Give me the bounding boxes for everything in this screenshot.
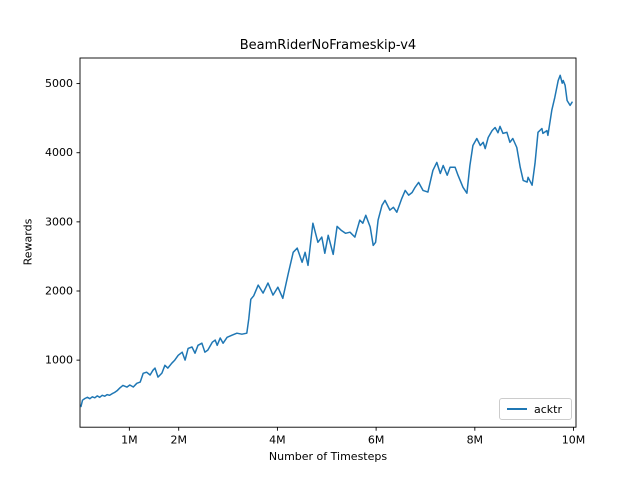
legend-line-swatch: [507, 408, 527, 410]
y-tick-label: 4000: [45, 146, 73, 159]
x-tick-label: 1M: [121, 434, 138, 447]
y-tick-label: 2000: [45, 285, 73, 298]
y-tick-label: 3000: [45, 215, 73, 228]
chart-title: BeamRiderNoFrameskip-v4: [239, 38, 417, 53]
acktr-line: [80, 74, 573, 408]
y-tick-label: 1000: [45, 354, 73, 367]
legend: acktr: [499, 398, 572, 420]
x-tick-label: 6M: [368, 434, 385, 447]
x-axis-label: Number of Timesteps: [268, 450, 388, 463]
y-axis-label: Rewards: [21, 218, 35, 266]
x-tick-label: 8M: [467, 434, 484, 447]
x-tick-label: 2M: [170, 434, 187, 447]
y-tick-label: 5000: [45, 77, 73, 90]
plot-spines: [79, 57, 577, 428]
x-tick-label: 4M: [269, 434, 286, 447]
x-tick-label: 10M: [562, 434, 586, 447]
legend-entry-label: acktr: [534, 402, 562, 416]
